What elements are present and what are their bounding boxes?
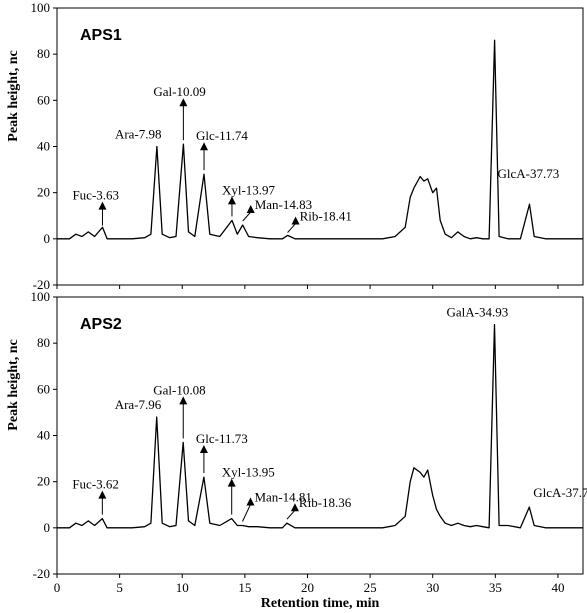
x-tick-label: 15 — [238, 580, 251, 595]
y-tick-label: -20 — [33, 277, 50, 292]
annotation-arrow — [287, 223, 296, 233]
y-axis-title: Peak height, nc — [6, 50, 21, 141]
y-tick-label: 0 — [44, 520, 51, 535]
x-tick-label: 25 — [364, 580, 377, 595]
y-tick-label: 20 — [37, 474, 50, 489]
peak-label: Ara-7.96 — [115, 397, 162, 412]
y-tick-label: 0 — [44, 231, 51, 246]
plot-frame — [56, 296, 584, 575]
annotation-arrow — [242, 504, 251, 522]
panel-aps1: -20 0 20 40 60 80 100 APS1 Fuc-3.63 Ara-7.98 Gal-1… — [31, 0, 584, 292]
plot-frame — [56, 7, 584, 286]
x-tick-label: 30 — [426, 580, 439, 595]
peak-label: Rib-18.36 — [299, 495, 352, 510]
arrowhead-icon — [227, 196, 236, 205]
panel-title: APS1 — [80, 27, 122, 44]
x-tick-label: 0 — [54, 580, 61, 595]
x-tick-label: 40 — [551, 580, 564, 595]
arrowhead-icon — [199, 445, 208, 454]
y-tick-label: 40 — [37, 139, 50, 154]
arrowhead-icon — [246, 497, 255, 506]
peak-label: Glc-11.74 — [196, 128, 248, 143]
panel-aps2: -20 0 20 40 60 80 100 0 5 10 15 20 25 30 35 40 APS2 Fuc-3… — [31, 289, 587, 595]
y-tick-label: 80 — [37, 46, 50, 61]
annotation-arrow — [286, 509, 296, 520]
y-tick-label: 60 — [37, 92, 50, 107]
x-tick-label: 10 — [176, 580, 189, 595]
peak-label: Man-14.81 — [254, 490, 311, 505]
y-tick-label: 80 — [37, 335, 50, 350]
peak-label: Rib-18.41 — [300, 209, 352, 224]
arrowhead-icon — [246, 204, 255, 213]
peak-label: Xyl-13.95 — [222, 465, 275, 480]
arrowhead-icon — [98, 201, 107, 210]
peak-label: Gal-10.08 — [153, 382, 205, 397]
y-tick-label: -20 — [33, 566, 50, 581]
y-tick-label: 100 — [31, 289, 51, 304]
y-tick-label: 20 — [37, 185, 50, 200]
arrowhead-icon — [227, 478, 236, 487]
arrowhead-icon — [200, 142, 209, 151]
arrowhead-icon — [179, 98, 188, 107]
y-tick-label: 40 — [37, 428, 50, 443]
arrowhead-icon — [291, 216, 300, 225]
arrowhead-icon — [290, 503, 299, 512]
x-axis-title: Retention time, min — [261, 596, 380, 611]
panel-title: APS2 — [80, 316, 122, 333]
arrowhead-icon — [98, 490, 107, 499]
arrowhead-icon — [179, 396, 188, 405]
peak-label: Ara-7.98 — [115, 127, 162, 142]
x-tick-label: 35 — [489, 580, 502, 595]
peak-label: GlcA-37.73 — [498, 166, 560, 181]
y-tick-label: 100 — [31, 0, 51, 15]
chromatogram-line — [57, 324, 583, 529]
y-tick-label: 60 — [37, 381, 50, 396]
peak-label: Fuc-3.63 — [72, 188, 119, 203]
peak-label: Glc-11.73 — [196, 431, 248, 446]
x-tick-label: 5 — [116, 580, 123, 595]
peak-label: GalA-34.93 — [446, 305, 508, 320]
x-tick-label: 20 — [301, 580, 314, 595]
annotation-arrow — [242, 211, 252, 222]
chromatogram-line — [57, 39, 583, 240]
peak-label: Gal-10.09 — [153, 84, 205, 99]
peak-label: Fuc-3.62 — [72, 477, 119, 492]
peak-label: Man-14.83 — [255, 197, 312, 212]
peak-label: GlcA-37.71 — [533, 485, 587, 500]
peak-label: Xyl-13.97 — [222, 182, 276, 197]
y-axis-title-bottom: Peak height, nc — [6, 339, 21, 430]
